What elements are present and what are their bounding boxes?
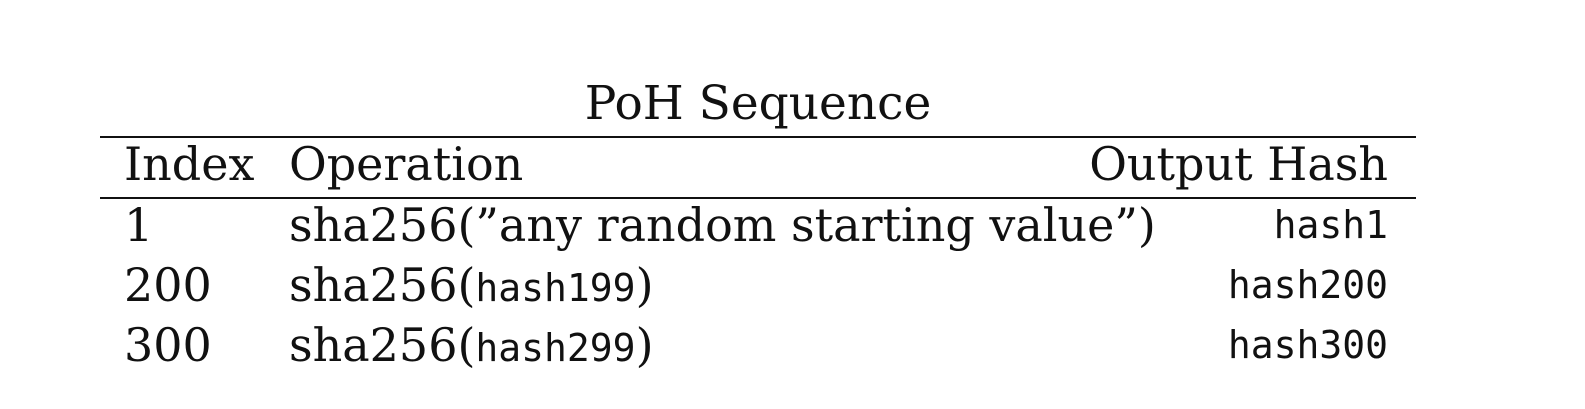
operation-suffix: ): [635, 318, 654, 372]
table-row-2-index: 200: [124, 258, 212, 312]
table-row-3-index: 300: [124, 318, 212, 372]
table-row-1-output-hash: hash1: [1273, 203, 1388, 247]
table-row-1-operation: sha256(”any random starting value”): [289, 197, 1156, 256]
header-operation: Operation: [289, 137, 524, 191]
table-row-3-output-hash: hash300: [1227, 323, 1388, 367]
operation-arg: hash199: [475, 266, 636, 310]
table-row-2-operation: sha256(hash199): [289, 257, 654, 316]
header-rule: [100, 197, 1416, 199]
operation-text: sha256(: [289, 318, 476, 372]
table-row-1-index: 1: [124, 198, 154, 252]
operation-suffix: ): [635, 258, 654, 312]
table-row-3-operation: sha256(hash299): [289, 317, 654, 376]
operation-text: sha256(: [289, 258, 476, 312]
table-caption: PoH Sequence: [584, 76, 932, 131]
table-row-2-output-hash: hash200: [1227, 263, 1388, 307]
operation-arg: hash299: [475, 326, 636, 370]
top-rule: [100, 136, 1416, 138]
header-index: Index: [124, 137, 255, 191]
header-output-hash: Output Hash: [1089, 137, 1388, 191]
operation-text: sha256(”any random starting value”): [289, 198, 1156, 252]
